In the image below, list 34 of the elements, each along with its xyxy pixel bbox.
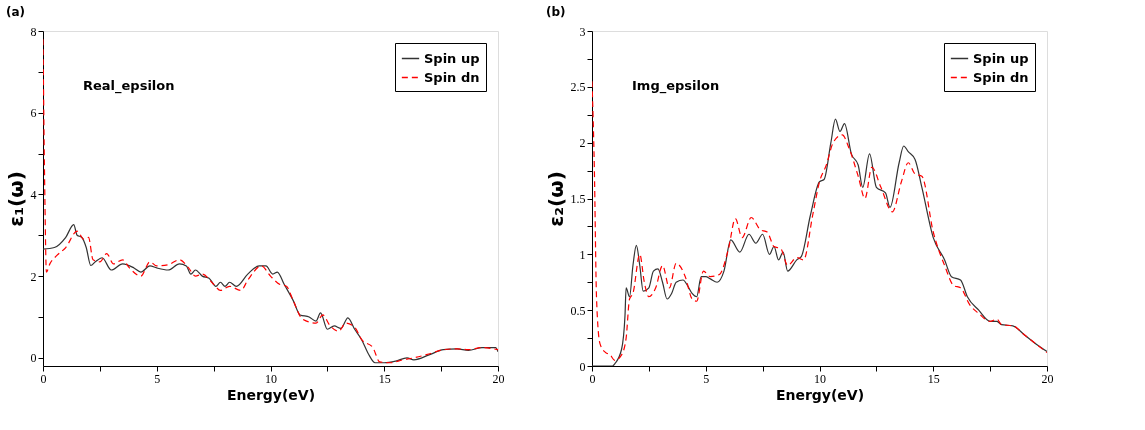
y-tick-label: 8 (30, 24, 37, 39)
y-tick-label: 0 (579, 359, 586, 374)
y-tick-label: 2 (579, 136, 586, 151)
x-tick-label: 15 (378, 371, 391, 386)
y-tick-label: 0.5 (570, 303, 586, 318)
x-tick-label: 20 (492, 371, 505, 386)
x-tick-label: 5 (703, 371, 710, 386)
y-tick-label: 6 (30, 106, 37, 121)
x-tick-label: 5 (154, 371, 161, 386)
x-axis-title: Energy(eV) (226, 386, 316, 403)
y-tick-label: 1.5 (570, 192, 586, 206)
y-tick-label: 3 (579, 24, 586, 39)
x-tick-label: 10 (265, 371, 277, 386)
x-tick-label: 0 (589, 371, 596, 386)
legend-label: Spin dn (973, 69, 1029, 85)
legend-label: Spin up (973, 50, 1029, 66)
y-tick-label: 4 (30, 187, 37, 202)
x-tick-label: 10 (814, 371, 826, 386)
y-tick-label: 2 (30, 269, 37, 284)
chart-title: (b) (546, 5, 566, 19)
y-tick-label: 1 (579, 247, 586, 262)
x-tick-label: 20 (1041, 371, 1054, 386)
y-tick-label: 0 (30, 351, 37, 366)
y-axis-title: ε₂(ω) (543, 171, 568, 227)
x-tick-label: 0 (40, 371, 47, 386)
chart-title: (a) (6, 5, 26, 19)
legend-label: Spin up (424, 50, 480, 66)
annotation: Img_epsilon (632, 78, 720, 94)
annotation: Real_epsilon (83, 78, 175, 94)
x-axis-title: Energy(eV) (775, 386, 865, 403)
legend-label: Spin dn (424, 69, 480, 85)
y-tick-label: 2.5 (570, 80, 586, 95)
x-tick-label: 15 (927, 371, 940, 386)
y-axis-title: ε₁(ω) (3, 171, 28, 227)
